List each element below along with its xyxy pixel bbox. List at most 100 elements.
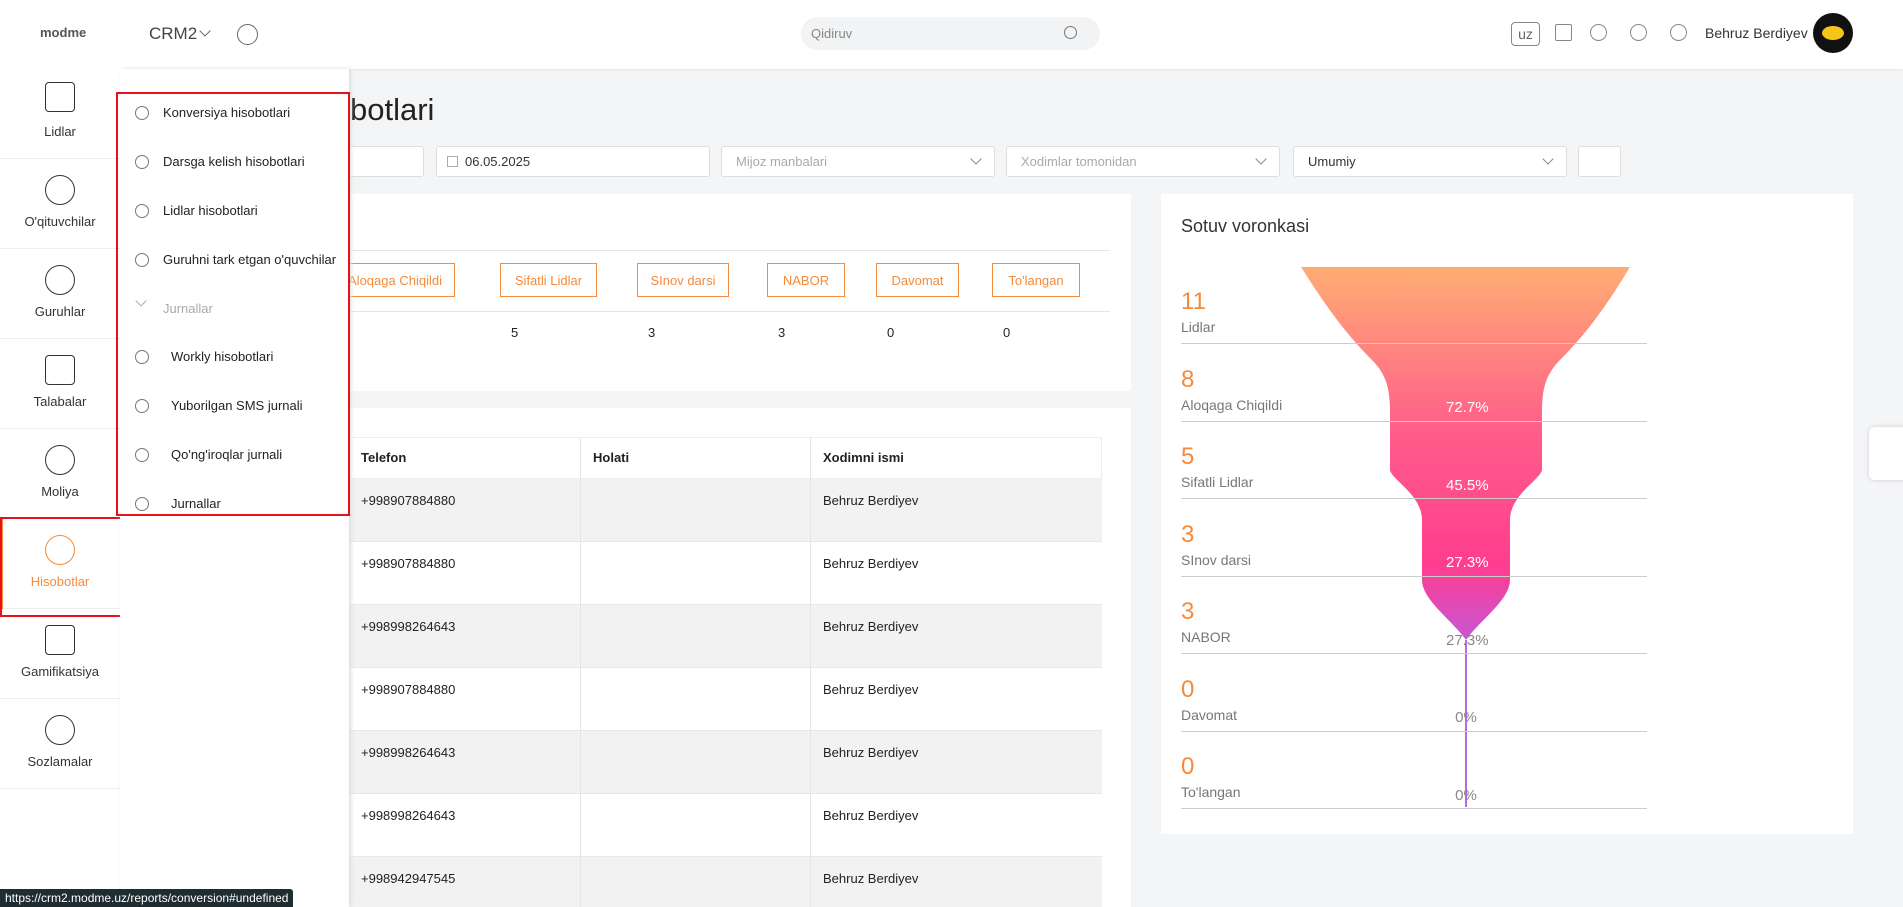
staff: Behruz Berdiyev xyxy=(823,619,919,634)
phone: +998998264643 xyxy=(361,619,456,634)
language-text: uz xyxy=(1518,26,1533,42)
top-bar: modme CRM2 Qidiruv uz Behruz Berdiyev xyxy=(0,0,1903,69)
funnel-value: 0 xyxy=(1181,675,1195,703)
sidebar-item[interactable]: Guruhlar xyxy=(0,249,120,339)
stage-label: NABOR xyxy=(782,272,830,288)
language[interactable]: uz xyxy=(1511,22,1540,46)
funnel-label: NABOR xyxy=(1181,629,1231,645)
stages-card: Aloqaga Chiqildi Sifatli Lidlar 5 SInov dar… xyxy=(300,194,1131,391)
page-title: botlari xyxy=(350,92,435,127)
phone: +998907884880 xyxy=(361,556,456,571)
menu-group[interactable]: Jurnallar xyxy=(163,301,213,316)
menu-item[interactable]: Workly hisobotlari xyxy=(171,349,274,364)
stage-button[interactable]: Davomat xyxy=(876,263,959,297)
divider xyxy=(300,250,1110,251)
column-header: Xodimni ismi xyxy=(823,450,904,465)
funnel-value: 5 xyxy=(1181,443,1195,470)
search[interactable]: Qidiruv xyxy=(801,17,1100,50)
stage-button[interactable]: To'langan xyxy=(992,263,1080,297)
menu-item[interactable]: Qo'ng'iroqlar jurnali xyxy=(171,447,283,462)
menu-icon xyxy=(135,448,149,462)
phone: +998907884880 xyxy=(361,682,456,697)
product[interactable]: CRM2 xyxy=(149,24,198,43)
sidebar-item[interactable]: Hisobotlar xyxy=(0,517,125,617)
staff: Behruz Berdiyev xyxy=(823,745,919,760)
funnel-line xyxy=(1181,498,1647,499)
funnel-value: 3 xyxy=(1181,598,1195,625)
funnel-line xyxy=(1181,420,1647,422)
filter[interactable]: Umumiy xyxy=(1293,146,1567,177)
funnel-label: To'langan xyxy=(1181,784,1241,800)
sidebar-label: Lidlar xyxy=(44,124,76,139)
filter-text: Mijoz manbalari xyxy=(736,154,828,169)
table-row: +998942947545 Behruz Berdiyev xyxy=(348,857,1102,907)
staff: Behruz Berdiyev xyxy=(823,871,919,886)
sidebar-item[interactable]: O'qituvchilar xyxy=(0,159,120,249)
staff: Behruz Berdiyev xyxy=(823,556,919,571)
sidebar-label: Hisobotlar xyxy=(30,574,90,589)
funnel-line xyxy=(1181,575,1647,577)
filter-text: Umumiy xyxy=(1308,154,1356,169)
phone: +998998264643 xyxy=(361,808,456,823)
stage-label: To'langan xyxy=(1008,272,1064,288)
chevron xyxy=(199,25,211,37)
conversion: 27.3% xyxy=(1446,554,1489,571)
reports-panel: Konversiya hisobotlari Darsga kelish hiso… xyxy=(116,69,350,907)
table-row: +998998264643 Behruz Berdiyev xyxy=(348,731,1102,794)
sidebar-item[interactable]: Gamifikatsiya xyxy=(0,609,120,699)
stage-button[interactable]: NABOR xyxy=(767,263,845,297)
sidebar-icon xyxy=(45,82,75,112)
settings-button[interactable] xyxy=(1578,146,1621,177)
sidebar-item[interactable]: Sozlamalar xyxy=(0,699,120,789)
stage-label: SInov darsi xyxy=(650,272,716,288)
funnel-value: 0 xyxy=(1181,753,1195,780)
stage-count: 3 xyxy=(778,325,786,340)
sidebar-label: Sozlamalar xyxy=(27,754,93,769)
highlight-box xyxy=(116,92,350,516)
shape xyxy=(1301,267,1630,640)
phone: +998907884880 xyxy=(361,493,456,508)
stage-count: 5 xyxy=(511,325,519,340)
sidebar-item[interactable]: Lidlar xyxy=(0,69,120,159)
user-name[interactable]: Behruz Berdiyev xyxy=(1705,25,1808,41)
column-separator xyxy=(580,437,581,907)
menu-item[interactable]: Jurnallar xyxy=(171,496,221,511)
funnel-value: 11 xyxy=(1181,288,1206,315)
header-icon[interactable] xyxy=(1630,24,1647,41)
filter[interactable]: Mijoz manbalari xyxy=(721,146,995,177)
menu-item[interactable]: Lidlar hisobotlari xyxy=(163,203,258,218)
header-icon[interactable] xyxy=(1590,24,1607,41)
table-row: +998907884880 Behruz Berdiyev xyxy=(348,668,1102,731)
menu-item[interactable]: Konversiya hisobotlari xyxy=(163,105,291,120)
sidebar-item[interactable]: Talabalar xyxy=(0,339,120,429)
stage-count: 3 xyxy=(648,325,656,340)
menu-item[interactable]: Yuborilgan SMS jurnali xyxy=(171,398,303,413)
avatar[interactable] xyxy=(1813,13,1853,53)
menu-icon xyxy=(135,155,149,169)
funnel-line xyxy=(1181,808,1647,809)
add-button[interactable] xyxy=(237,24,258,45)
staff: Behruz Berdiyev xyxy=(823,493,919,508)
filter[interactable]: 06.05.2025 xyxy=(436,146,710,177)
header-icon[interactable] xyxy=(1555,24,1572,41)
logo: modme xyxy=(40,25,87,40)
menu-item[interactable]: Darsga kelish hisobotlari xyxy=(163,154,305,169)
side-tab[interactable] xyxy=(1869,427,1903,480)
menu-item[interactable]: Guruhni tark etgan o'quvchilar xyxy=(163,252,337,267)
conversion: 45.5% xyxy=(1446,476,1489,494)
stage-button[interactable]: SInov darsi xyxy=(637,263,729,297)
filter[interactable]: Xodimlar tomonidan xyxy=(1006,146,1280,177)
chevron xyxy=(970,153,982,165)
sidebar-item[interactable]: Moliya xyxy=(0,429,120,519)
chevron xyxy=(1542,153,1554,165)
stage-button[interactable]: Sifatli Lidlar xyxy=(500,263,597,297)
menu-icon xyxy=(135,399,149,413)
staff: Behruz Berdiyev xyxy=(823,682,919,697)
stage-button[interactable]: Aloqaga Chiqildi xyxy=(335,263,455,297)
sidebar-icon xyxy=(45,445,75,475)
sidebar-icon xyxy=(45,535,75,565)
header-icon[interactable] xyxy=(1670,24,1687,41)
staff: Behruz Berdiyev xyxy=(823,808,919,823)
funnel-line xyxy=(1181,730,1647,732)
funnel-card: Sotuv voronkasi 11 Lidlar 8 Aloqaga Chiqildi… xyxy=(1161,194,1853,834)
